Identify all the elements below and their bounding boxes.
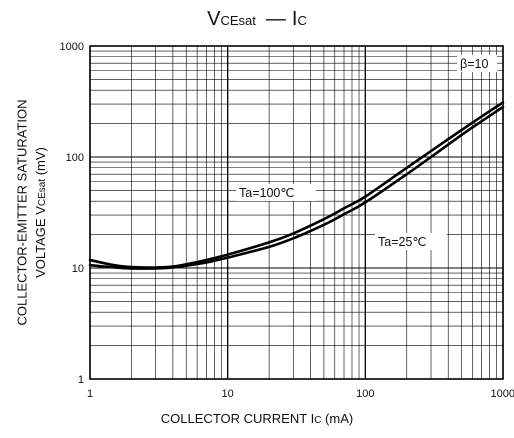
series-label-ta-25c: Ta=25℃ [378,235,426,249]
x-axis-label: COLLECTOR CURRENT IC (mA) [160,411,354,426]
x-tick-label: 1 [87,388,93,400]
y-tick-label: 10 [72,263,84,275]
x-tick-label: 10 [222,388,234,400]
curve-ta-25c [88,105,505,270]
y-axis-label-line2: VOLTAGE VCEsat (mV) [32,147,48,278]
y-axis-label-line1: COLLECTOR-EMITTER SATURATION [14,99,30,326]
x-tick-label: 100 [356,388,374,400]
curves [88,101,505,270]
y-tick-label: 100 [66,152,84,164]
minor-grid [90,46,503,379]
series-label-ta-100c-bg [236,184,316,201]
major-grid [89,45,504,380]
beta-condition-label-bg [457,55,497,72]
y-tick-label: 1000 [60,41,84,53]
plot-frame [89,45,504,380]
chart-title: VCEsat — IC [207,8,307,30]
series-label-ta-25c-bg [375,233,447,250]
tick-labels: 1 10 100 1000 1 10 100 1000 [60,41,514,400]
series-label-ta-100c: Ta=100℃ [239,186,294,200]
annotations: Ta=100℃ Ta=25℃ β=10 [236,55,497,250]
beta-condition-label: β=10 [460,57,488,71]
y-tick-label: 1 [78,374,84,386]
x-tick-label: 1000 [491,388,514,400]
